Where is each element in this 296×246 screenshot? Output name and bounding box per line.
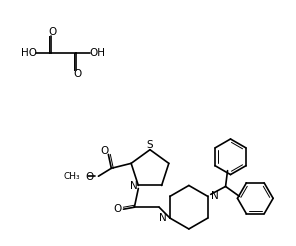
Text: S: S [147,140,153,150]
Text: O: O [85,172,94,182]
Text: O: O [100,145,109,155]
Text: HO: HO [21,48,37,58]
Text: O: O [113,204,122,214]
Text: CH₃: CH₃ [64,172,81,181]
Text: N: N [130,182,137,191]
Text: O: O [49,27,57,37]
Text: O: O [73,69,82,78]
Text: N: N [211,191,218,201]
Text: OH: OH [89,48,105,58]
Text: N: N [159,213,167,223]
